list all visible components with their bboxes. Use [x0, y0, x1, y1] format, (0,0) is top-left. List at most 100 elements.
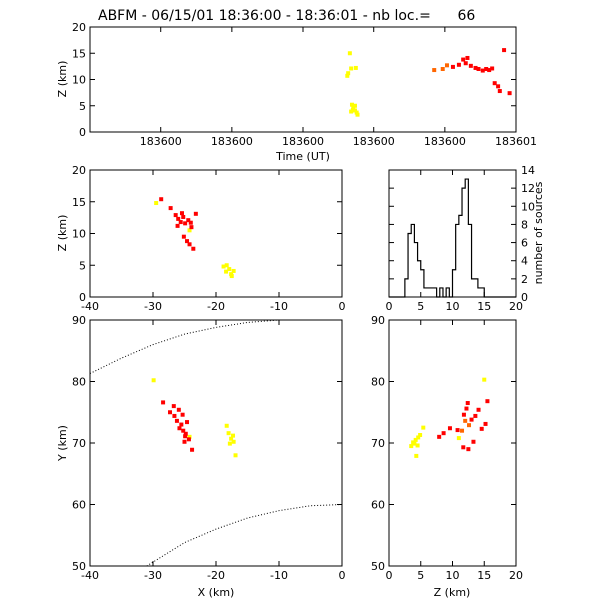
- source-point: [465, 55, 470, 60]
- plot-marks: [345, 48, 512, 117]
- source-point: [468, 63, 473, 68]
- source-point: [473, 65, 478, 70]
- y-tick-label: 10: [72, 228, 86, 241]
- x-tick-label: 183600: [211, 135, 253, 148]
- y-tick-label: 0: [79, 291, 86, 304]
- source-point: [456, 436, 461, 441]
- x-tick-label: -20: [207, 569, 225, 582]
- source-point: [416, 435, 421, 440]
- source-point: [437, 434, 442, 439]
- plot-marks: [89, 319, 343, 567]
- source-point: [350, 107, 355, 112]
- tick-marks: 183600 183600 183600 183600 183600 183601 0 5 10…: [72, 21, 537, 148]
- y-tick-label: 0: [521, 291, 528, 304]
- source-point: [476, 67, 481, 71]
- x-tick-label: 0: [339, 569, 346, 582]
- y-tick-label: 70: [371, 437, 385, 450]
- y-tick-label: 5: [79, 259, 86, 272]
- source-point: [183, 431, 188, 436]
- y-tick-label: 10: [72, 74, 86, 87]
- source-point: [413, 437, 418, 442]
- y-tick-label: 60: [371, 499, 385, 512]
- y-tick-label: 15: [72, 196, 86, 209]
- y-tick-label: 50: [371, 560, 385, 573]
- source-point: [466, 447, 471, 452]
- source-point: [461, 445, 466, 450]
- y-tick-label: 4: [521, 255, 528, 268]
- source-point: [349, 102, 354, 107]
- network-range-curve: [146, 504, 343, 567]
- source-point: [183, 434, 188, 439]
- source-point: [349, 66, 354, 71]
- source-point: [173, 213, 178, 218]
- x-tick-label: 15: [477, 569, 491, 582]
- x-tick-label: 0: [339, 300, 346, 313]
- source-point: [181, 234, 186, 239]
- x-tick-label: -30: [144, 569, 162, 582]
- source-point: [345, 73, 350, 78]
- histogram-line: [389, 178, 516, 298]
- source-point: [485, 399, 490, 404]
- source-point: [191, 246, 196, 251]
- y-tick-label: 80: [371, 376, 385, 389]
- source-point: [346, 71, 351, 76]
- ylabel: Y (km): [56, 425, 69, 462]
- source-point: [154, 201, 159, 206]
- source-point: [409, 444, 414, 449]
- source-point: [347, 51, 352, 56]
- y-tick-label: 20: [72, 21, 86, 34]
- y-tick-label: 12: [521, 182, 535, 195]
- source-point: [227, 441, 232, 446]
- y-tick-label: 2: [521, 273, 528, 286]
- y-tick-label: 0: [79, 126, 86, 139]
- source-point: [181, 214, 186, 219]
- panel-time-height: 183600 183600 183600 183600 183600 183601 0 5 10…: [56, 21, 537, 163]
- source-point: [421, 425, 426, 430]
- source-point: [187, 228, 192, 233]
- source-point: [172, 413, 177, 418]
- figure-title: ABFM - 06/15/01 18:36:00 - 18:36:01 - nb…: [98, 8, 475, 24]
- source-point: [176, 216, 181, 221]
- source-point: [224, 263, 229, 268]
- source-point: [175, 223, 180, 228]
- y-tick-label: 80: [72, 376, 86, 389]
- tick-marks: 0 5 10 15 20 50 60 70 80 90: [371, 314, 523, 582]
- y-tick-label: 70: [72, 437, 86, 450]
- source-point: [415, 443, 420, 448]
- source-point: [185, 239, 190, 244]
- source-point: [476, 407, 481, 412]
- y-tick-label: 90: [72, 314, 86, 327]
- x-tick-label: 183600: [353, 135, 395, 148]
- source-point: [492, 81, 497, 86]
- y-tick-label: 20: [72, 164, 86, 177]
- source-point: [353, 65, 358, 70]
- source-point: [352, 103, 357, 108]
- source-point: [221, 264, 226, 269]
- source-point: [231, 268, 236, 273]
- source-point: [507, 91, 512, 96]
- source-point: [354, 110, 359, 115]
- source-point: [171, 404, 176, 409]
- source-point: [471, 439, 476, 444]
- source-point: [461, 412, 466, 417]
- xlabel: Z (km): [434, 586, 471, 599]
- source-point: [461, 57, 466, 62]
- source-point: [482, 377, 487, 382]
- panel-x-height: -40 -30 -20 -10 0 0 5 10 15 20 Z (km): [56, 164, 346, 313]
- x-tick-label: 5: [417, 300, 424, 313]
- source-point: [159, 197, 164, 202]
- source-point: [177, 426, 182, 431]
- source-point: [179, 422, 184, 427]
- source-point: [231, 439, 236, 444]
- xlabel: X (km): [198, 586, 235, 599]
- x-tick-label: 10: [446, 300, 460, 313]
- source-point: [224, 269, 229, 274]
- source-point: [484, 67, 489, 71]
- x-tick-label: 20: [509, 300, 523, 313]
- ylabel: number of sources: [532, 181, 545, 284]
- source-point: [178, 220, 183, 225]
- source-point: [496, 84, 501, 89]
